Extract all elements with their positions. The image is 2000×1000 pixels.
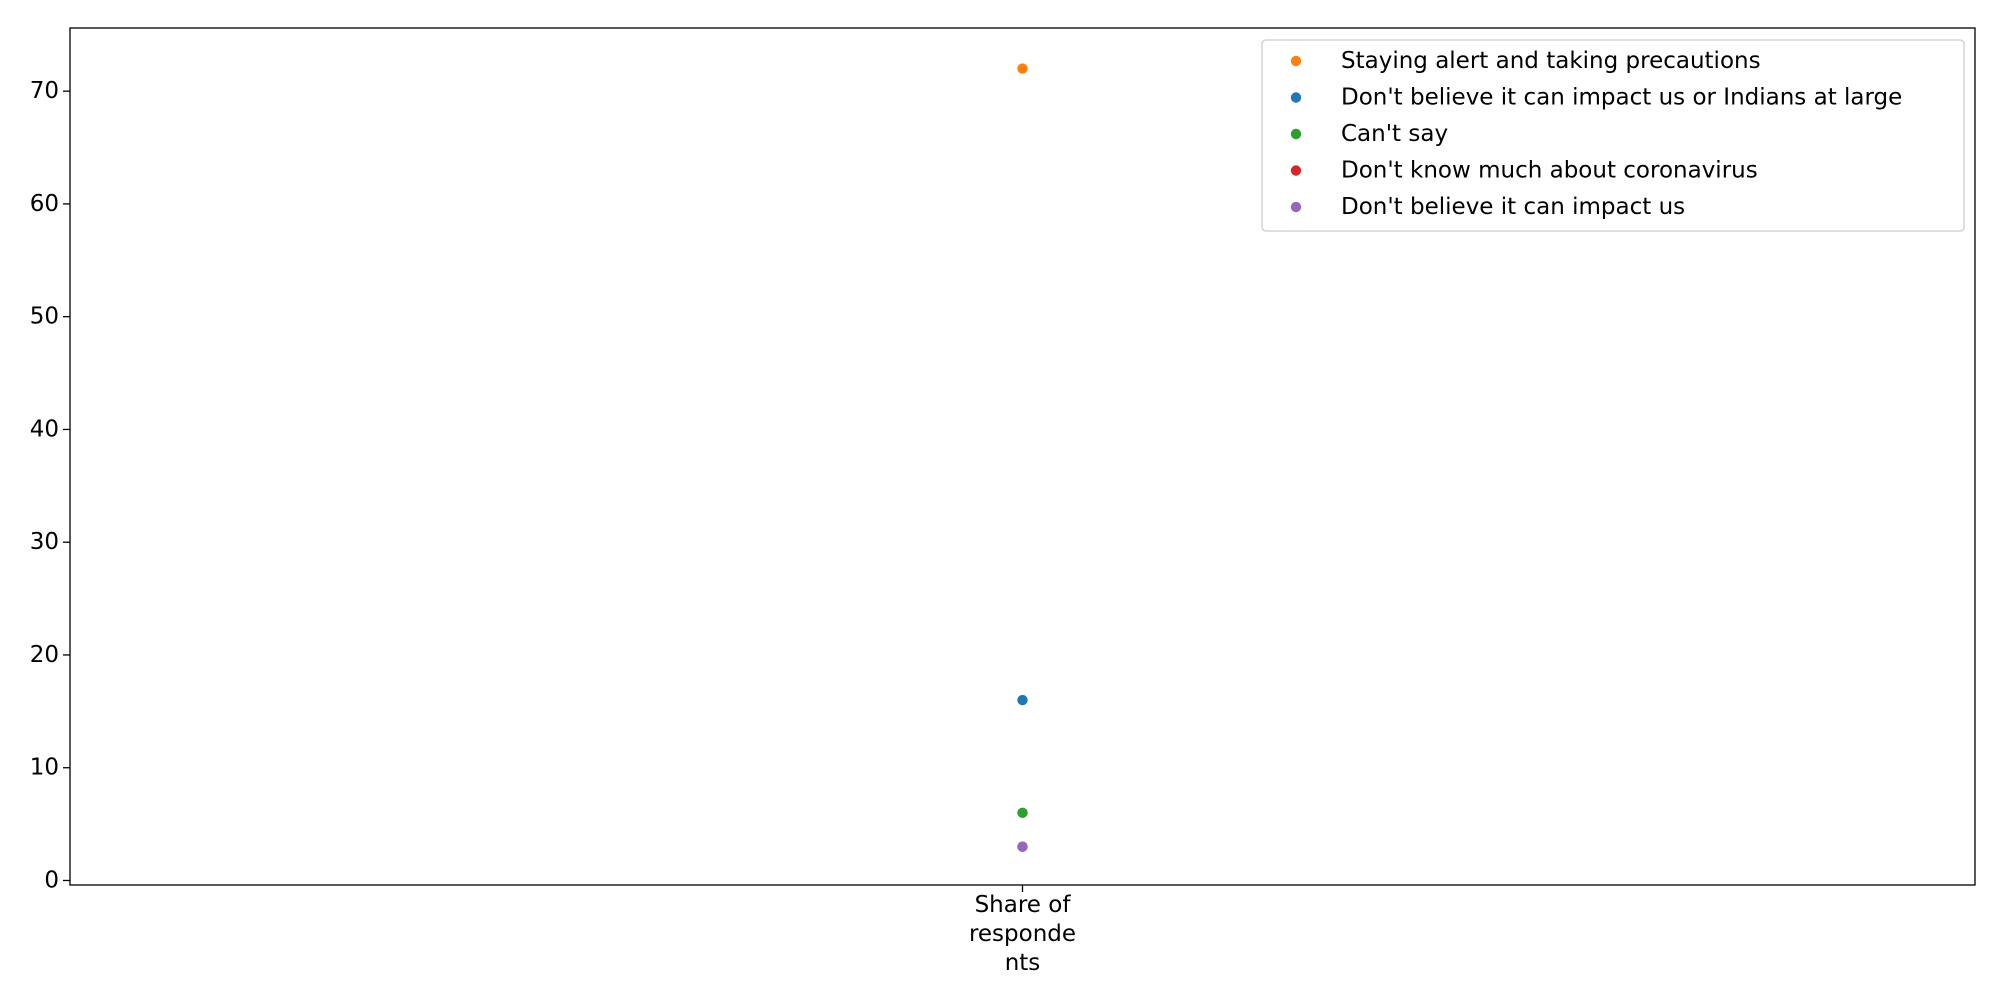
y-tick-label: 20 (30, 642, 59, 668)
data-point (1017, 841, 1028, 852)
y-tick-label: 30 (30, 529, 59, 555)
y-tick-label: 70 (30, 78, 59, 104)
legend-label: Don't believe it can impact us (1341, 194, 1685, 220)
legend-marker (1290, 128, 1302, 140)
legend: Staying alert and taking precautions Don'… (1261, 39, 1965, 232)
data-point (1017, 694, 1028, 706)
x-axis: Share of responde nts (969, 885, 1076, 976)
data-point (1017, 63, 1028, 74)
legend-marker (1290, 201, 1302, 213)
y-tick-label: 0 (44, 867, 59, 893)
y-tick-label: 60 (30, 191, 59, 217)
legend-marker (1290, 92, 1302, 103)
legend-label: Staying alert and taking precautions (1341, 48, 1761, 74)
y-tick-label: 50 (30, 304, 59, 330)
legend-marker (1290, 165, 1302, 176)
x-tick-label: Share of responde nts (969, 892, 1076, 976)
legend-label: Can't say (1341, 121, 1448, 147)
y-axis: 0 10 20 30 40 50 60 70 (30, 78, 70, 893)
y-tick-label: 40 (30, 416, 59, 442)
data-points (1017, 63, 1028, 852)
legend-marker (1290, 55, 1302, 67)
data-point (1017, 807, 1028, 819)
y-tick-label: 10 (30, 755, 59, 781)
legend-label: Don't know much about coronavirus (1341, 158, 1758, 184)
legend-box (1261, 39, 1965, 232)
legend-label: Don't believe it can impact us or Indian… (1341, 85, 1902, 111)
